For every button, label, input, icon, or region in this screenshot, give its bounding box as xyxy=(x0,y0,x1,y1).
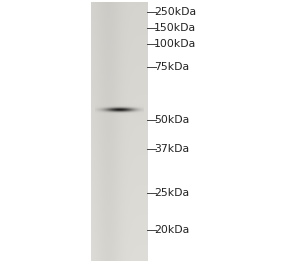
Text: 20kDa: 20kDa xyxy=(154,225,190,235)
Text: 25kDa: 25kDa xyxy=(154,188,189,198)
Text: 37kDa: 37kDa xyxy=(154,144,189,154)
Text: 50kDa: 50kDa xyxy=(154,115,190,125)
Text: 150kDa: 150kDa xyxy=(154,23,196,33)
Text: 250kDa: 250kDa xyxy=(154,7,196,17)
Text: 100kDa: 100kDa xyxy=(154,39,196,49)
Text: 75kDa: 75kDa xyxy=(154,62,189,72)
